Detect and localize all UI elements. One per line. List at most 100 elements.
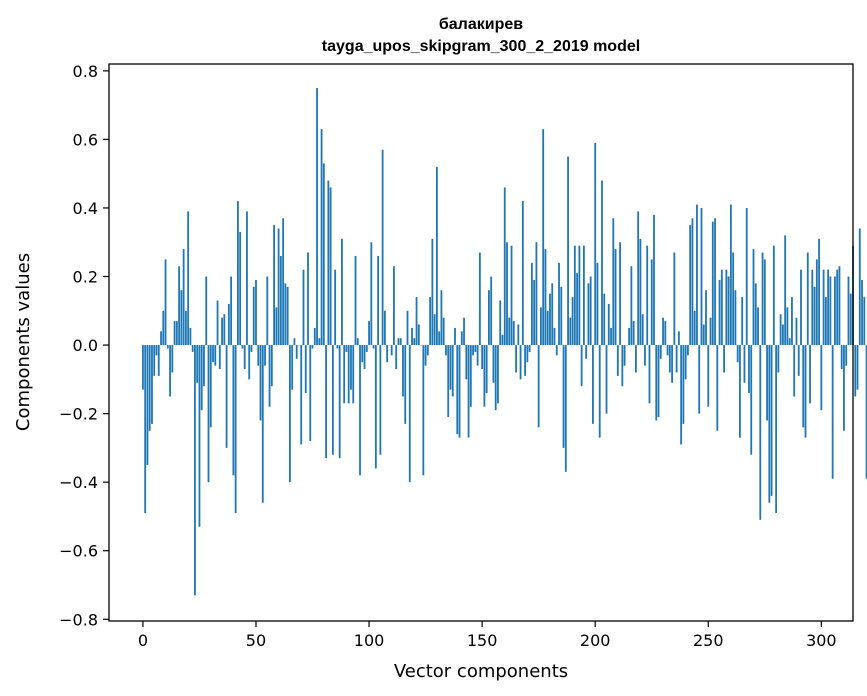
bar <box>191 345 194 352</box>
bar <box>286 286 289 346</box>
bar <box>481 345 484 370</box>
bar <box>442 317 445 346</box>
bar <box>458 345 461 438</box>
bar <box>736 345 739 363</box>
bar <box>277 228 280 346</box>
bar <box>682 345 685 424</box>
bar <box>745 207 748 346</box>
bar <box>705 290 707 346</box>
y-tick-label: 0.0 <box>73 336 98 355</box>
bar <box>433 314 436 346</box>
y-tick-label: 0.4 <box>73 199 98 218</box>
bar <box>813 286 816 346</box>
bar <box>777 345 780 373</box>
bar <box>162 310 165 346</box>
bar <box>675 345 678 373</box>
bar <box>861 279 863 346</box>
bar <box>766 345 768 421</box>
bar <box>237 201 239 346</box>
bar <box>307 252 309 346</box>
bar <box>472 345 474 356</box>
bar <box>203 345 205 387</box>
bar <box>698 345 701 414</box>
bar <box>804 345 807 438</box>
bar <box>194 345 196 596</box>
bar <box>510 245 513 346</box>
bar <box>809 345 811 404</box>
y-axis-label: Components values <box>13 253 34 431</box>
bar <box>806 252 809 346</box>
bar <box>788 338 791 346</box>
bar <box>182 249 185 346</box>
y-tick-label: −0.6 <box>59 542 98 561</box>
bar <box>763 259 766 346</box>
bar <box>289 345 291 483</box>
bar <box>169 345 171 397</box>
bar <box>469 345 472 407</box>
y-tick-label: 0.6 <box>73 130 98 149</box>
bar <box>836 269 839 346</box>
bar <box>361 345 364 363</box>
bar <box>802 345 805 428</box>
bar <box>494 345 497 411</box>
bar <box>546 310 549 346</box>
bar <box>302 269 305 346</box>
bar <box>359 345 361 476</box>
bar <box>838 266 841 346</box>
bar <box>693 310 696 346</box>
bar <box>829 276 832 346</box>
bar <box>528 345 531 352</box>
bar <box>781 324 784 346</box>
bar <box>372 345 375 349</box>
x-tick-label: 150 <box>467 631 498 650</box>
bar <box>426 345 429 356</box>
bar <box>594 142 597 346</box>
bar <box>329 187 332 346</box>
x-tick-label: 50 <box>246 631 266 650</box>
bar <box>275 307 278 346</box>
bar <box>460 331 463 346</box>
bar <box>562 345 565 448</box>
bar <box>671 345 673 383</box>
bar <box>741 297 744 346</box>
bar <box>515 345 517 373</box>
bar <box>723 345 726 373</box>
bar <box>639 238 642 346</box>
bar <box>200 345 203 411</box>
bar <box>356 338 359 346</box>
bar <box>530 262 533 346</box>
bar <box>854 345 857 397</box>
x-tick-label: 300 <box>806 631 837 650</box>
bar <box>815 259 818 346</box>
bar <box>221 317 223 346</box>
bar <box>612 218 615 346</box>
bar <box>164 259 167 346</box>
bar <box>227 303 230 346</box>
bar <box>800 269 802 346</box>
bar <box>732 252 735 346</box>
bar <box>834 276 836 346</box>
bar <box>383 310 386 346</box>
bar <box>822 269 825 346</box>
bar <box>689 225 692 346</box>
bar <box>827 269 830 346</box>
bar <box>666 345 669 356</box>
bar <box>424 345 427 366</box>
bar <box>506 242 508 346</box>
bar <box>610 327 612 346</box>
bar <box>630 266 633 346</box>
bar <box>313 327 316 346</box>
bar <box>347 345 350 404</box>
bar <box>365 345 368 352</box>
bar <box>668 345 671 373</box>
bar <box>793 345 796 397</box>
bar <box>664 321 667 346</box>
bar <box>334 269 337 346</box>
bar <box>843 345 845 431</box>
bar <box>350 345 352 390</box>
bar <box>404 345 407 424</box>
bar <box>463 317 465 346</box>
bar <box>517 324 520 346</box>
bar <box>259 345 262 421</box>
bar <box>160 331 162 346</box>
